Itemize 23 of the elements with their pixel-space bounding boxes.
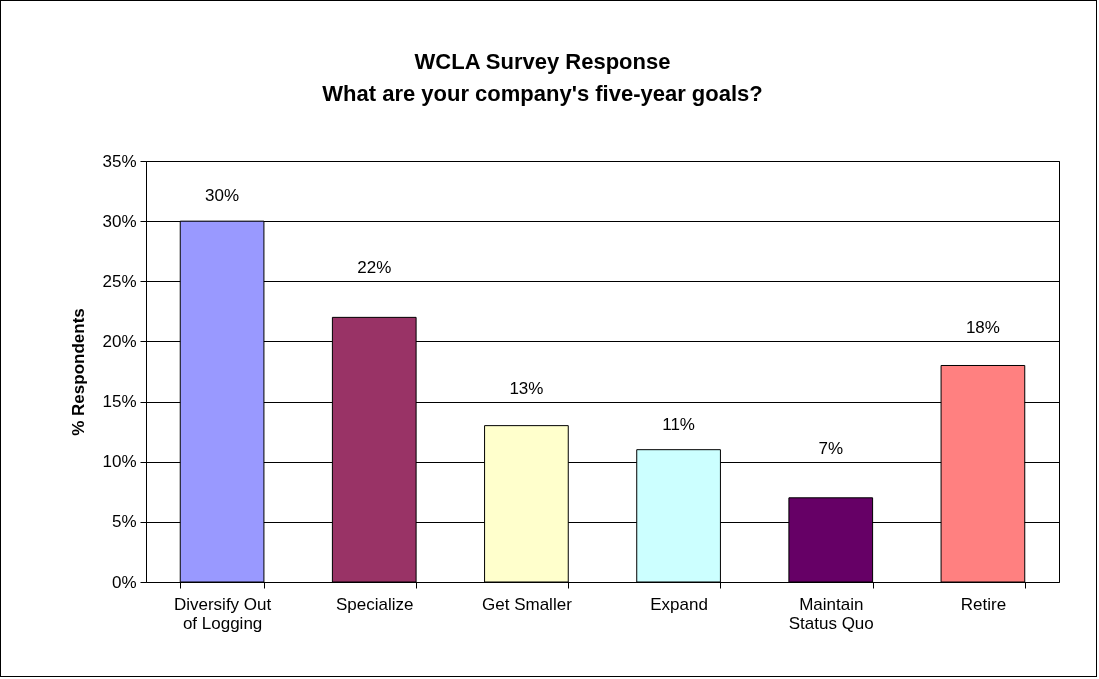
chart-title: WCLA Survey Response <box>414 49 671 74</box>
y-axis-title: % Respondents <box>69 308 89 436</box>
x-tick-label: Retire <box>960 594 1007 614</box>
x-tick-label: Get Smaller <box>482 594 573 614</box>
x-tick-label: Expand <box>650 594 708 614</box>
y-tick-label: 10% <box>102 452 137 472</box>
y-tick-label: 20% <box>102 331 137 351</box>
y-tick-label: 0% <box>111 572 137 592</box>
x-tick-label: Maintain Status Quo <box>788 594 874 633</box>
data-label: 13% <box>509 378 544 398</box>
data-label: 18% <box>965 318 1000 338</box>
data-label: 22% <box>357 258 392 278</box>
y-tick-label: 30% <box>102 211 137 231</box>
data-label: 30% <box>205 186 240 206</box>
x-tick-label: Diversify Out of Logging <box>173 594 272 633</box>
x-tick-label: Specialize <box>336 594 414 614</box>
y-tick-label: 25% <box>102 271 137 291</box>
y-tick-label: 35% <box>102 151 137 171</box>
y-tick-label: 15% <box>102 392 137 412</box>
chart-subtitle: What are your company's five-year goals? <box>322 81 763 106</box>
y-tick-label: 5% <box>111 512 137 532</box>
data-label: 11% <box>662 414 695 434</box>
data-label: 7% <box>818 438 844 458</box>
